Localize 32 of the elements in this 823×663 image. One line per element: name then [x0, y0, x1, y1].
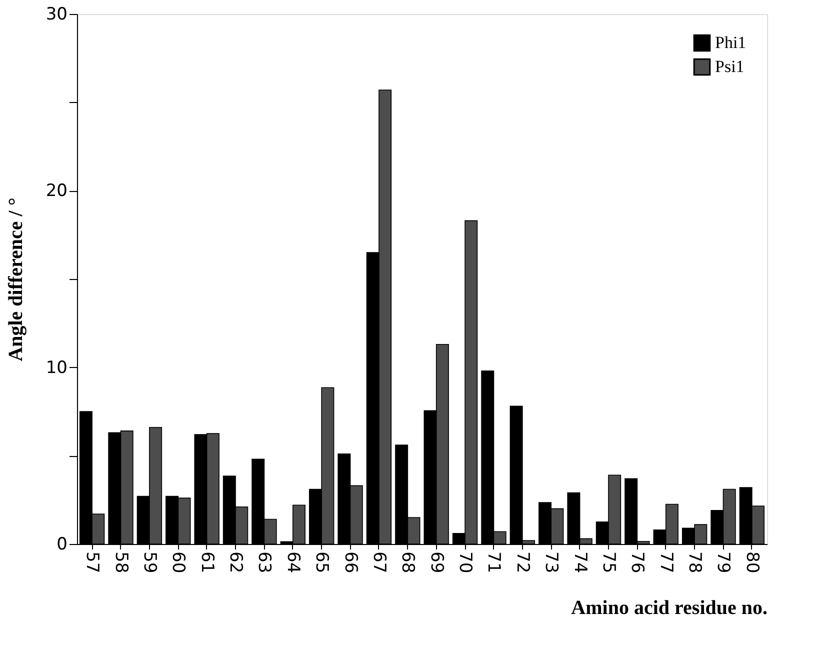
x-tick-label: 59: [139, 552, 160, 574]
x-tick-label: 65: [312, 552, 332, 574]
x-tick-label: 57: [82, 552, 102, 574]
y-tick-label: 20: [46, 181, 68, 202]
y-tick-label: 30: [46, 4, 68, 24]
x-tick-label: 80: [742, 552, 762, 574]
x-tick-label: 78: [684, 552, 705, 574]
x-tick-label: 73: [541, 552, 562, 574]
x-tick-label: 68: [398, 552, 418, 574]
x-tick-label: 66: [340, 552, 360, 574]
x-tick-label: 67: [368, 552, 389, 574]
x-tick-label: 71: [484, 552, 504, 574]
y-axis-title: Angle difference / °: [4, 198, 27, 362]
x-tick-label: 79: [713, 552, 734, 574]
legend-label: Phi1: [715, 33, 746, 52]
x-tick-label: 60: [168, 552, 188, 574]
x-tick-label: 62: [226, 552, 246, 574]
x-axis-title: Amino acid residue no.: [571, 597, 768, 620]
x-tick-label: 72: [512, 552, 532, 574]
x-tick-label: 77: [656, 552, 676, 574]
x-tick-label: 76: [627, 552, 648, 574]
y-tick-label: 0: [56, 534, 68, 554]
legend-label: Psi1: [715, 57, 744, 76]
x-tick-label: 63: [254, 552, 274, 574]
x-tick-label: 70: [455, 552, 476, 574]
x-tick-label: 69: [426, 552, 446, 574]
x-tick-label: 74: [570, 552, 590, 574]
y-tick-label: 10: [46, 358, 68, 378]
x-tick-label: 64: [282, 552, 303, 574]
x-tick-label: 58: [110, 552, 131, 574]
x-tick-label: 61: [196, 552, 217, 574]
x-tick-label: 75: [598, 552, 618, 574]
